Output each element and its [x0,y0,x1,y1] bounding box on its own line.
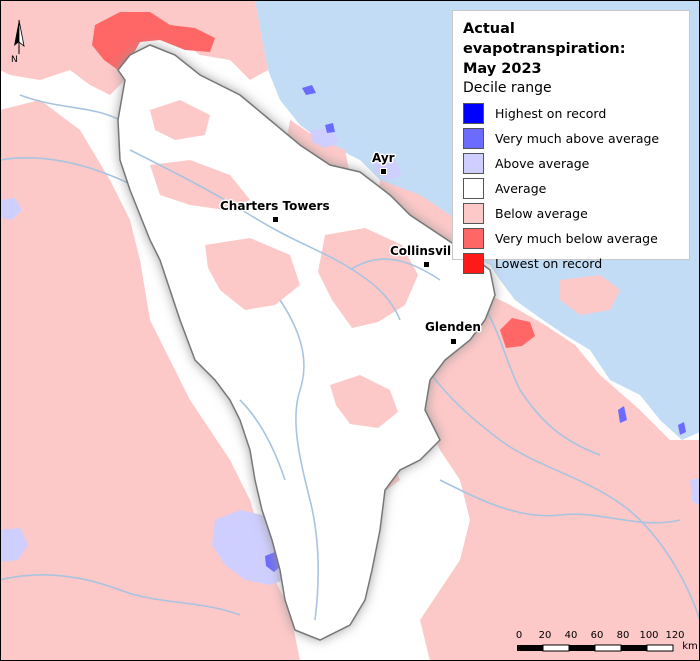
north-arrow-icon [14,19,25,54]
town-label-collinsville: Collinsvil [390,244,452,258]
legend-label: Highest on record [495,106,607,121]
town-dot-charters-towers [272,216,279,223]
town-label-ayr: Ayr [372,151,395,165]
legend-label: Lowest on record [495,256,603,271]
scale-tick-label: 120 [665,630,685,641]
legend-item: Highest on record [463,101,679,126]
scale-bar: 0 20 40 60 80 100 120 km [514,630,698,656]
legend-rows: Highest on record Very much above average… [463,101,679,276]
north-label: N [11,55,18,65]
legend-label: Below average [495,206,588,221]
scale-tick-label: 100 [639,630,659,641]
basin-below-average-areas [150,100,418,428]
legend-label: Very much below average [495,231,658,246]
scale-tick-label: 80 [616,630,630,641]
legend-swatch [463,253,484,274]
town-label-glenden: Glenden [425,320,481,334]
legend-title-line2: May 2023 [463,61,542,77]
legend-item: Average [463,176,679,201]
legend-swatch [463,128,484,149]
legend-label: Above average [495,156,590,171]
town-dot-collinsville [423,261,430,268]
legend-swatch [463,228,484,249]
scale-tick-label: 0 [515,630,523,641]
legend-swatch [463,153,484,174]
very-much-above-average-areas [265,85,686,572]
legend-item: Very much above average [463,126,679,151]
legend-label: Very much above average [495,131,660,146]
town-dot-glenden [450,338,457,345]
legend-item: Lowest on record [463,251,679,276]
town-label-charters-towers: Charters Towers [220,199,330,213]
legend-title-line1: Actual evapotranspiration: [463,21,626,57]
legend-label: Average [495,181,547,196]
scale-bar-graphic [517,644,674,652]
legend-swatch [463,203,484,224]
scale-tick-label: 40 [564,630,578,641]
town-dot-ayr [380,168,387,175]
legend-swatch [463,178,484,199]
legend: Actual evapotranspiration: May 2023 Deci… [452,10,690,274]
legend-swatch [463,103,484,124]
scale-tick-label: 60 [590,630,604,641]
basin-rivers [129,149,441,621]
scale-unit-label: km [682,641,698,652]
legend-item: Above average [463,151,679,176]
legend-item: Below average [463,201,679,226]
legend-subtitle: Decile range [463,80,552,96]
scale-tick-label: 20 [538,630,552,641]
legend-item: Very much below average [463,226,679,251]
